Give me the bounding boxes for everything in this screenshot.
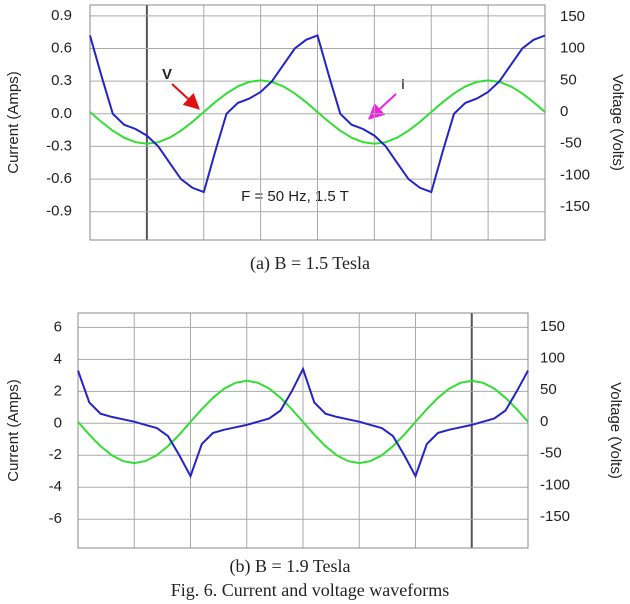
y-tick-label: 0.9 xyxy=(51,7,72,24)
y2-tick-label: -150 xyxy=(540,508,570,525)
y2-tick-label: 100 xyxy=(560,40,585,57)
y-tick-label: -4 xyxy=(49,478,62,495)
y-tick-label: -0.3 xyxy=(46,137,72,154)
y-tick-label: -0.6 xyxy=(46,170,72,187)
series-line xyxy=(89,79,546,145)
y-tick-label: 0.3 xyxy=(51,72,72,89)
annotation: F = 50 Hz, 1.5 T xyxy=(241,188,349,205)
y-tick-label: 2 xyxy=(54,382,62,399)
y2-tick-label: -50 xyxy=(540,445,562,462)
annotation: V xyxy=(162,66,172,83)
arrow xyxy=(368,93,397,120)
series-line xyxy=(77,379,529,465)
y2-tick-label: -150 xyxy=(560,198,590,215)
series-line xyxy=(77,366,529,479)
plot-frame xyxy=(89,4,546,241)
y-tick-label: -0.9 xyxy=(46,203,72,220)
y-axis-label: Current (Amps) xyxy=(5,379,22,482)
series-line xyxy=(89,34,546,194)
y2-tick-label: 150 xyxy=(560,8,585,25)
figure-caption: Fig. 6. Current and voltage waveforms xyxy=(171,580,449,600)
chart-caption: (a) B = 1.5 Tesla xyxy=(250,253,370,274)
plot-frame xyxy=(77,312,529,549)
y2-tick-label: 100 xyxy=(540,350,565,367)
y2-tick-label: 50 xyxy=(560,71,577,88)
y2-axis-label: Voltage (Volts) xyxy=(609,74,626,171)
y-axis-label: Current (Amps) xyxy=(5,71,22,174)
y2-tick-label: 0 xyxy=(540,413,548,430)
y2-tick-label: -50 xyxy=(560,135,582,152)
y-tick-label: -6 xyxy=(49,510,62,527)
y-tick-label: 0.6 xyxy=(51,39,72,56)
y2-tick-label: 50 xyxy=(540,381,557,398)
y-tick-label: 6 xyxy=(54,318,62,335)
chart-caption: (b) B = 1.9 Tesla xyxy=(229,556,350,577)
y-tick-label: 0.0 xyxy=(51,105,72,122)
annotation: I xyxy=(401,76,405,93)
y2-axis-label: Voltage (Volts) xyxy=(607,382,624,479)
y2-tick-label: 150 xyxy=(540,318,565,335)
y-tick-label: 0 xyxy=(54,414,62,431)
y-tick-label: 4 xyxy=(54,350,62,367)
y2-tick-label: -100 xyxy=(560,166,590,183)
y2-tick-label: -100 xyxy=(540,476,570,493)
y2-tick-label: 0 xyxy=(560,103,568,120)
arrow xyxy=(171,83,200,110)
y-tick-label: -2 xyxy=(49,446,62,463)
